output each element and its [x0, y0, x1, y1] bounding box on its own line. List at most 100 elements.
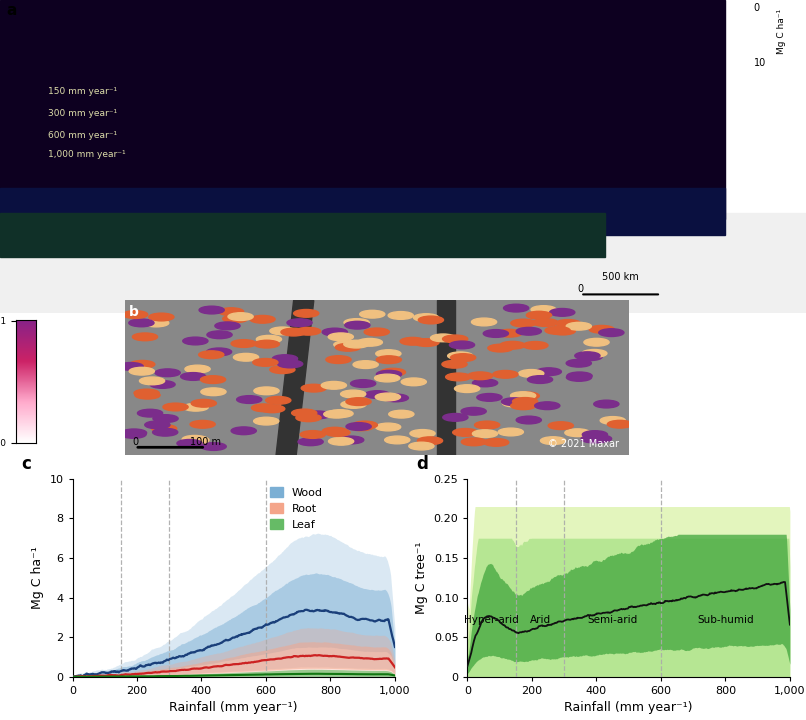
Circle shape	[584, 338, 609, 346]
Circle shape	[292, 409, 317, 417]
Circle shape	[450, 341, 475, 348]
Circle shape	[344, 341, 369, 348]
Circle shape	[550, 327, 575, 335]
Circle shape	[253, 359, 278, 366]
Circle shape	[484, 330, 509, 338]
Circle shape	[388, 410, 414, 418]
Circle shape	[334, 341, 359, 348]
Circle shape	[250, 315, 275, 323]
X-axis label: Rainfall (mm year⁻¹): Rainfall (mm year⁻¹)	[169, 701, 298, 714]
Circle shape	[256, 336, 281, 343]
Circle shape	[582, 349, 607, 357]
Circle shape	[207, 331, 232, 338]
Text: Arid: Arid	[530, 615, 550, 625]
Circle shape	[152, 425, 177, 433]
Circle shape	[594, 400, 619, 408]
Circle shape	[130, 361, 155, 368]
Circle shape	[152, 428, 178, 436]
Circle shape	[581, 435, 606, 443]
Circle shape	[281, 328, 306, 336]
Text: Sub-humid: Sub-humid	[697, 615, 754, 625]
Circle shape	[511, 402, 536, 410]
Circle shape	[328, 410, 353, 418]
Text: 0: 0	[132, 437, 138, 447]
Circle shape	[496, 329, 522, 337]
Circle shape	[143, 319, 168, 327]
Circle shape	[129, 319, 154, 327]
Circle shape	[346, 423, 372, 431]
Circle shape	[341, 400, 366, 408]
Circle shape	[345, 321, 370, 329]
Circle shape	[500, 341, 526, 349]
Circle shape	[123, 311, 147, 318]
Circle shape	[298, 438, 323, 446]
Text: d: d	[416, 455, 428, 473]
Circle shape	[231, 340, 256, 348]
Circle shape	[418, 437, 442, 445]
Circle shape	[582, 431, 608, 438]
Text: c: c	[21, 455, 31, 473]
Circle shape	[348, 423, 373, 431]
Circle shape	[254, 417, 279, 425]
Circle shape	[287, 319, 312, 327]
Text: 300 mm year⁻¹: 300 mm year⁻¹	[48, 109, 118, 118]
Circle shape	[260, 405, 285, 413]
Circle shape	[266, 397, 291, 404]
Circle shape	[442, 413, 468, 421]
Circle shape	[153, 415, 178, 423]
Circle shape	[488, 344, 513, 352]
Text: 600 mm year⁻¹: 600 mm year⁻¹	[48, 131, 118, 140]
Circle shape	[325, 428, 350, 436]
Circle shape	[185, 365, 210, 373]
Circle shape	[492, 371, 518, 378]
Text: a: a	[6, 3, 17, 18]
Circle shape	[364, 328, 389, 336]
Circle shape	[567, 372, 592, 379]
Circle shape	[183, 337, 208, 345]
Bar	[438, 300, 455, 455]
Circle shape	[328, 333, 353, 341]
Circle shape	[608, 420, 633, 428]
Circle shape	[566, 323, 592, 330]
Circle shape	[446, 373, 471, 381]
Y-axis label: Mg C tree⁻¹: Mg C tree⁻¹	[415, 541, 428, 614]
Circle shape	[135, 391, 160, 399]
Circle shape	[190, 420, 215, 428]
Circle shape	[511, 319, 536, 327]
Circle shape	[191, 400, 216, 407]
Circle shape	[413, 314, 438, 321]
Circle shape	[139, 377, 164, 384]
Circle shape	[346, 397, 371, 405]
Circle shape	[254, 341, 280, 348]
Circle shape	[277, 360, 303, 368]
Circle shape	[545, 327, 570, 334]
Text: 150 mm year⁻¹: 150 mm year⁻¹	[48, 87, 118, 96]
Circle shape	[352, 421, 377, 429]
Circle shape	[145, 421, 170, 428]
Circle shape	[526, 311, 551, 319]
Circle shape	[472, 379, 497, 387]
Circle shape	[401, 378, 426, 386]
Bar	[0, 188, 725, 235]
Circle shape	[566, 359, 592, 367]
Circle shape	[531, 306, 556, 313]
Circle shape	[447, 352, 473, 360]
Circle shape	[121, 431, 146, 438]
Circle shape	[270, 327, 295, 335]
Circle shape	[218, 308, 243, 315]
Circle shape	[129, 367, 155, 375]
Bar	[276, 300, 314, 455]
Bar	[0, 213, 604, 257]
Bar	[0, 213, 806, 313]
Text: 0: 0	[577, 284, 584, 294]
Circle shape	[199, 351, 224, 359]
Circle shape	[215, 322, 240, 330]
Circle shape	[177, 439, 202, 447]
Circle shape	[376, 356, 401, 364]
Circle shape	[518, 369, 544, 377]
Circle shape	[475, 421, 500, 429]
Circle shape	[467, 372, 492, 379]
Circle shape	[600, 417, 625, 424]
Circle shape	[567, 374, 592, 382]
Circle shape	[599, 329, 624, 336]
